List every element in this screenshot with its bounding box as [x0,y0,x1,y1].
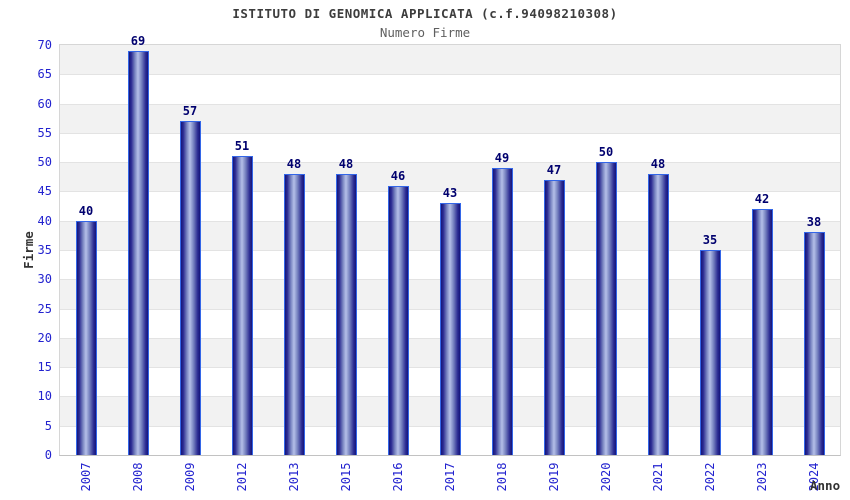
x-tick-label-2018: 2018 [495,462,509,492]
x-tick-label-2021: 2021 [651,462,665,492]
y-axis-title: Firme [21,231,36,269]
y-tick-label: 45 [37,184,52,199]
bar-value-label: 35 [702,233,718,247]
y-tick-label: 70 [37,38,52,52]
x-tick-label-2023: 2023 [755,462,769,492]
bar-2019 [543,179,565,455]
bar-value-label: 43 [442,186,458,201]
gridline [60,162,840,164]
y-tick-label: 30 [37,272,52,287]
plot-band [60,74,840,104]
x-axis-title: Anno [810,478,841,493]
gridline [60,103,840,105]
bar-2023 [751,209,773,455]
bar-value-label: 47 [546,162,562,177]
plot-band [60,45,840,75]
bar-value-label: 57 [182,104,198,119]
bar-value-label: 50 [598,145,614,160]
bar-2024 [803,232,825,455]
bar-value-label: 49 [494,151,510,165]
gridline [60,132,840,134]
x-tick-label-2017: 2017 [443,462,457,492]
bar-2015 [335,173,357,455]
x-tick-label-2008: 2008 [131,462,145,492]
y-tick-label: 10 [37,389,52,404]
bar-value-label: 48 [338,156,354,171]
y-tick-label: 50 [37,155,52,170]
x-tick-label-2013: 2013 [287,462,301,492]
chart-subtitle: Numero Firme [379,25,471,40]
x-tick-label-2020: 2020 [599,462,613,492]
bar-2018 [491,168,513,455]
y-tick-label: 25 [37,301,52,316]
bar-2008 [127,50,149,455]
bar-2007 [75,220,97,455]
bar-value-label: 51 [234,139,250,154]
x-tick-label-2019: 2019 [547,462,561,492]
plot-area: 40 69 57 51 48 48 46 43 49 47 50 48 35 42 38 [59,34,841,456]
bar-2012 [231,156,253,455]
bar-2009 [179,121,201,455]
bar-2022 [699,250,721,455]
y-tick-label: 60 [37,96,52,111]
x-tick-label-2007: 2007 [79,462,93,492]
bar-value-label: 42 [754,192,770,206]
x-tick-label-2022: 2022 [703,462,717,492]
x-tick-label-2012: 2012 [235,462,249,492]
y-tick-label: 15 [37,360,52,375]
gridline [60,191,840,193]
x-tick-label-2009: 2009 [183,462,197,492]
bar-2016 [387,185,409,455]
chart-title: ISTITUTO DI GENOMICA APPLICATA (c.f.9409… [232,6,618,21]
plot-band [60,132,840,163]
bar-value-label: 48 [286,156,302,171]
bar-2021 [647,173,669,455]
bar-value-label: 40 [78,203,94,218]
bar-2013 [283,173,305,455]
y-tick-label: 40 [37,213,52,228]
bar-2017 [439,203,461,455]
gridline [60,74,840,76]
y-tick-label: 35 [37,243,52,257]
bar-value-label: 48 [650,156,666,171]
y-tick-label: 65 [37,67,52,82]
x-tick-label-2015: 2015 [339,462,353,492]
bar-value-label: 69 [130,33,146,48]
x-tick-label-2016: 2016 [391,462,405,492]
y-tick-label: 5 [44,418,52,433]
bar-value-label: 38 [806,215,822,230]
y-tick-label: 55 [37,125,52,140]
bar-value-label: 46 [390,168,406,183]
bar-2020 [595,162,617,455]
y-tick-label: 20 [37,330,52,345]
plot-inner: 40 69 57 51 48 48 46 43 49 47 50 48 35 42 38 [60,34,840,455]
y-tick-label: 0 [44,448,52,462]
